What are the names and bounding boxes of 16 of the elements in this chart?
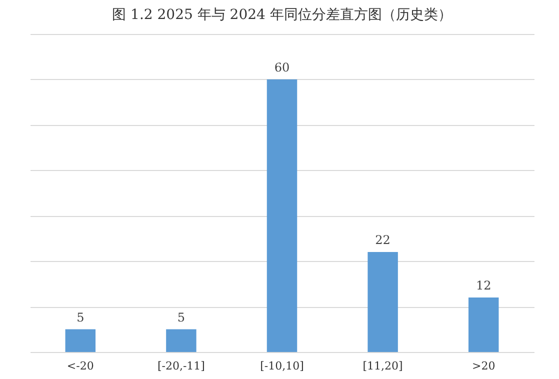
data-label: 5 <box>177 310 186 324</box>
bar <box>368 252 398 352</box>
bar <box>266 79 298 352</box>
x-tick-label: >20 <box>472 360 496 372</box>
x-tick-label: <-20 <box>66 360 94 372</box>
bar <box>166 329 196 352</box>
data-label: 22 <box>375 233 390 248</box>
x-tick-label: [-10,10] <box>260 360 304 372</box>
x-tick-label: [-20,-11] <box>157 360 205 372</box>
data-label: 5 <box>76 310 84 324</box>
data-label: 12 <box>476 278 492 292</box>
bar <box>65 329 96 352</box>
chart-title: 图 1.2 2025 年与 2024 年同位分差直方图（历史类） <box>112 7 452 23</box>
data-label: 60 <box>274 60 290 74</box>
bar <box>468 297 499 352</box>
x-tick-label: [11,20] <box>362 360 403 372</box>
